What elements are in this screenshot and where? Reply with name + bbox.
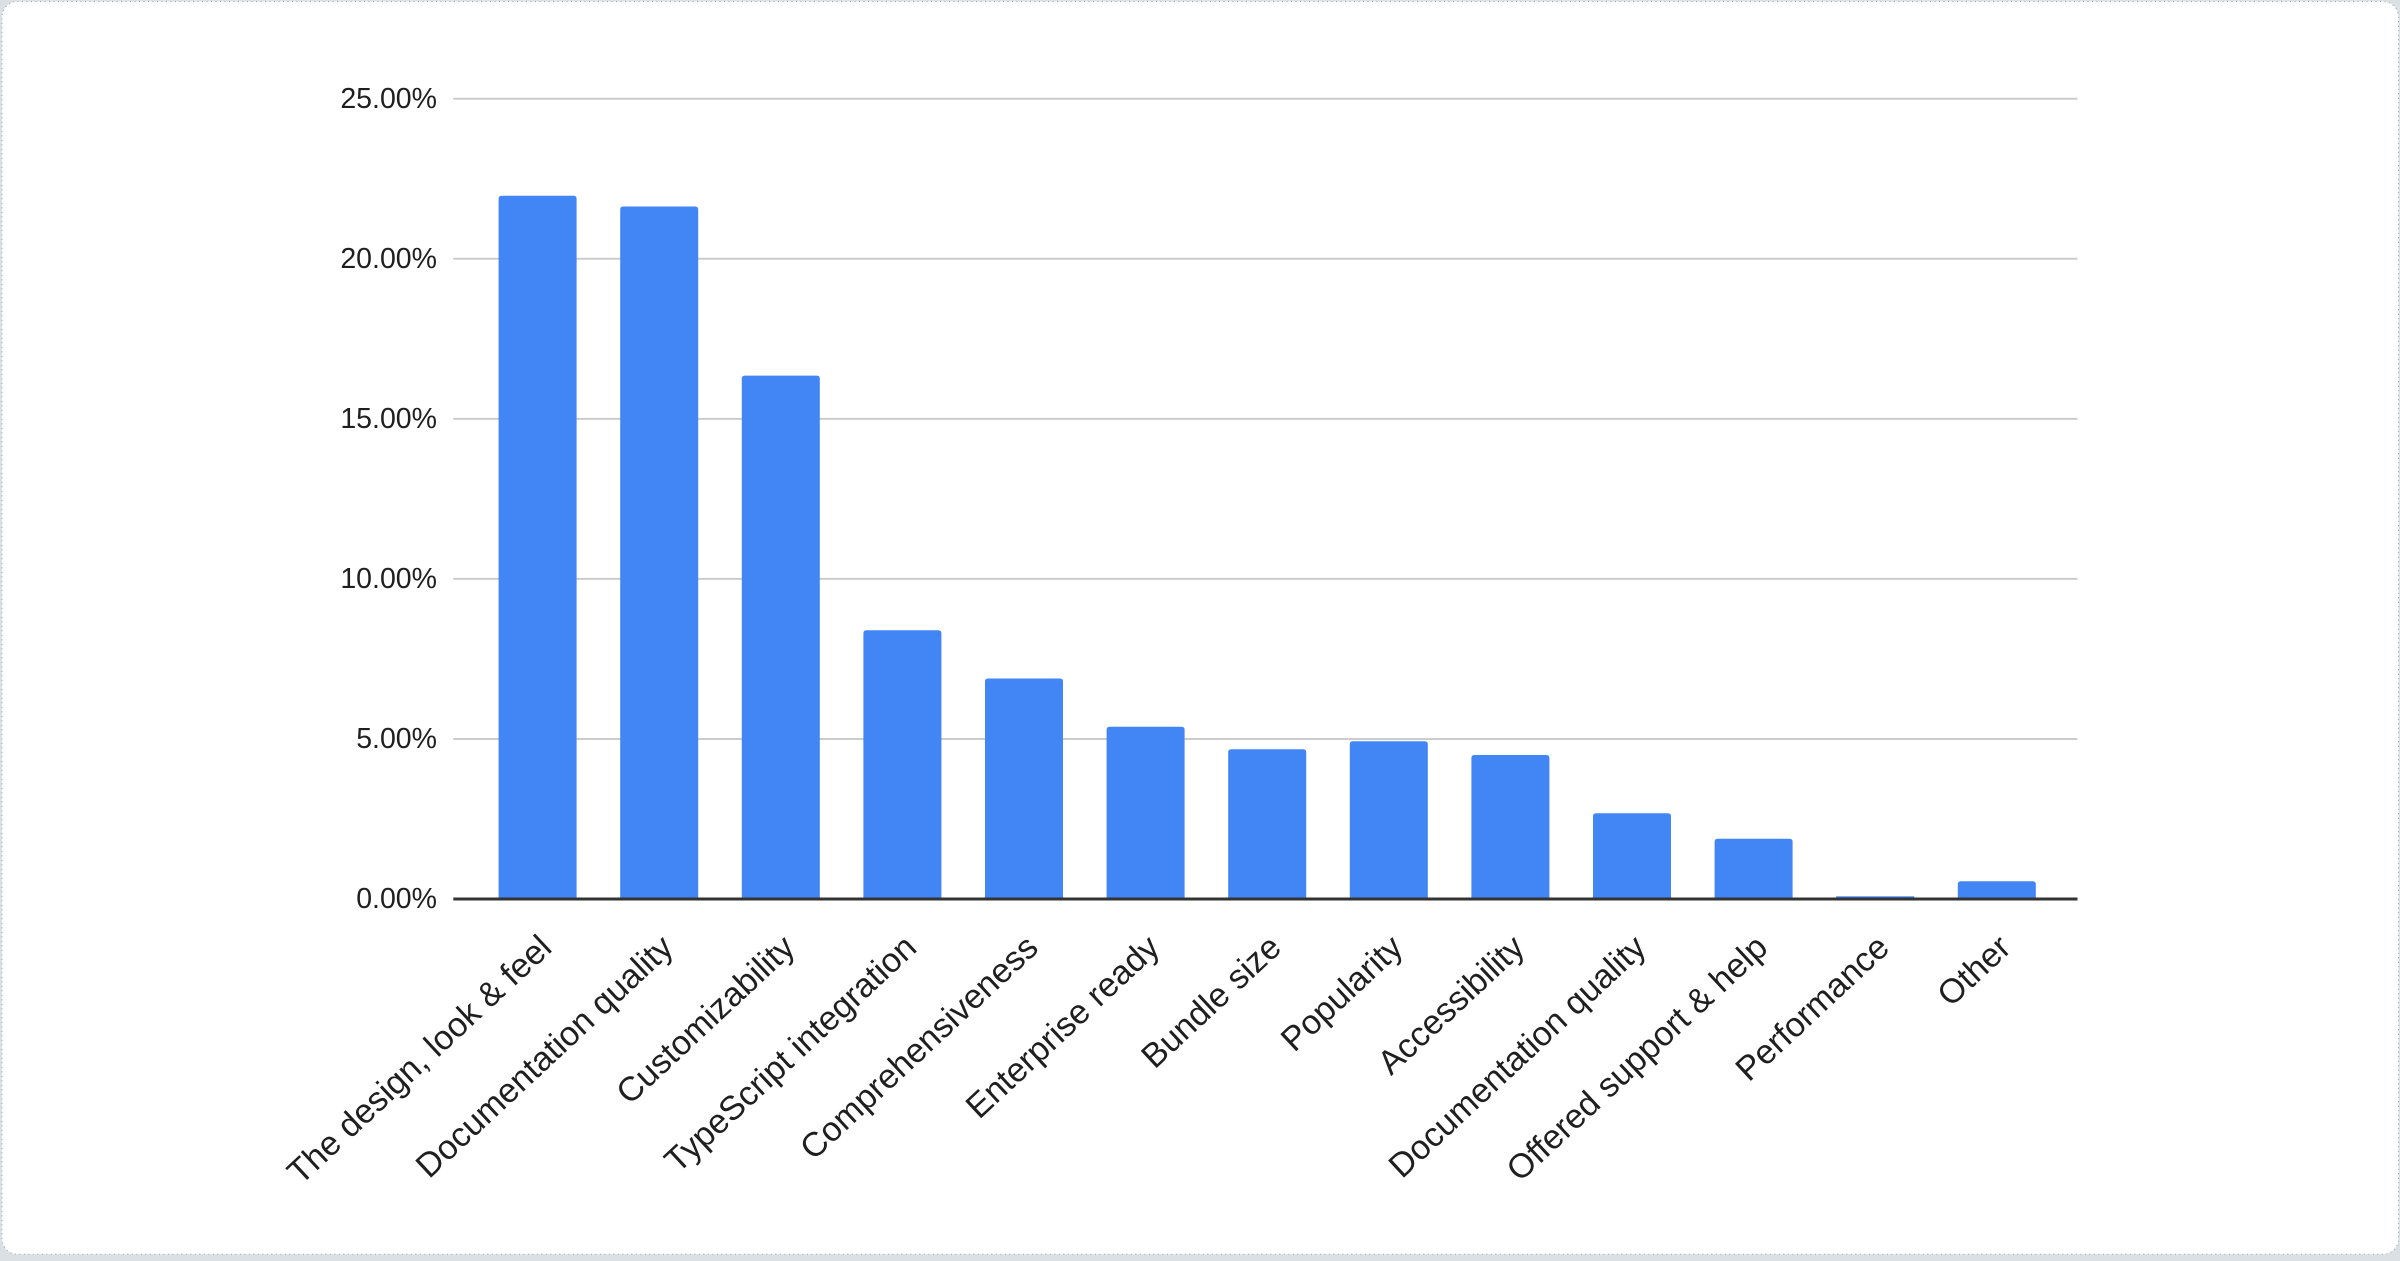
svg-text:25.00%: 25.00% [340,83,437,115]
svg-text:20.00%: 20.00% [340,243,437,275]
svg-text:5.00%: 5.00% [356,723,437,755]
svg-text:0.00%: 0.00% [356,883,437,915]
svg-text:10.00%: 10.00% [340,563,437,595]
svg-text:15.00%: 15.00% [340,403,437,435]
